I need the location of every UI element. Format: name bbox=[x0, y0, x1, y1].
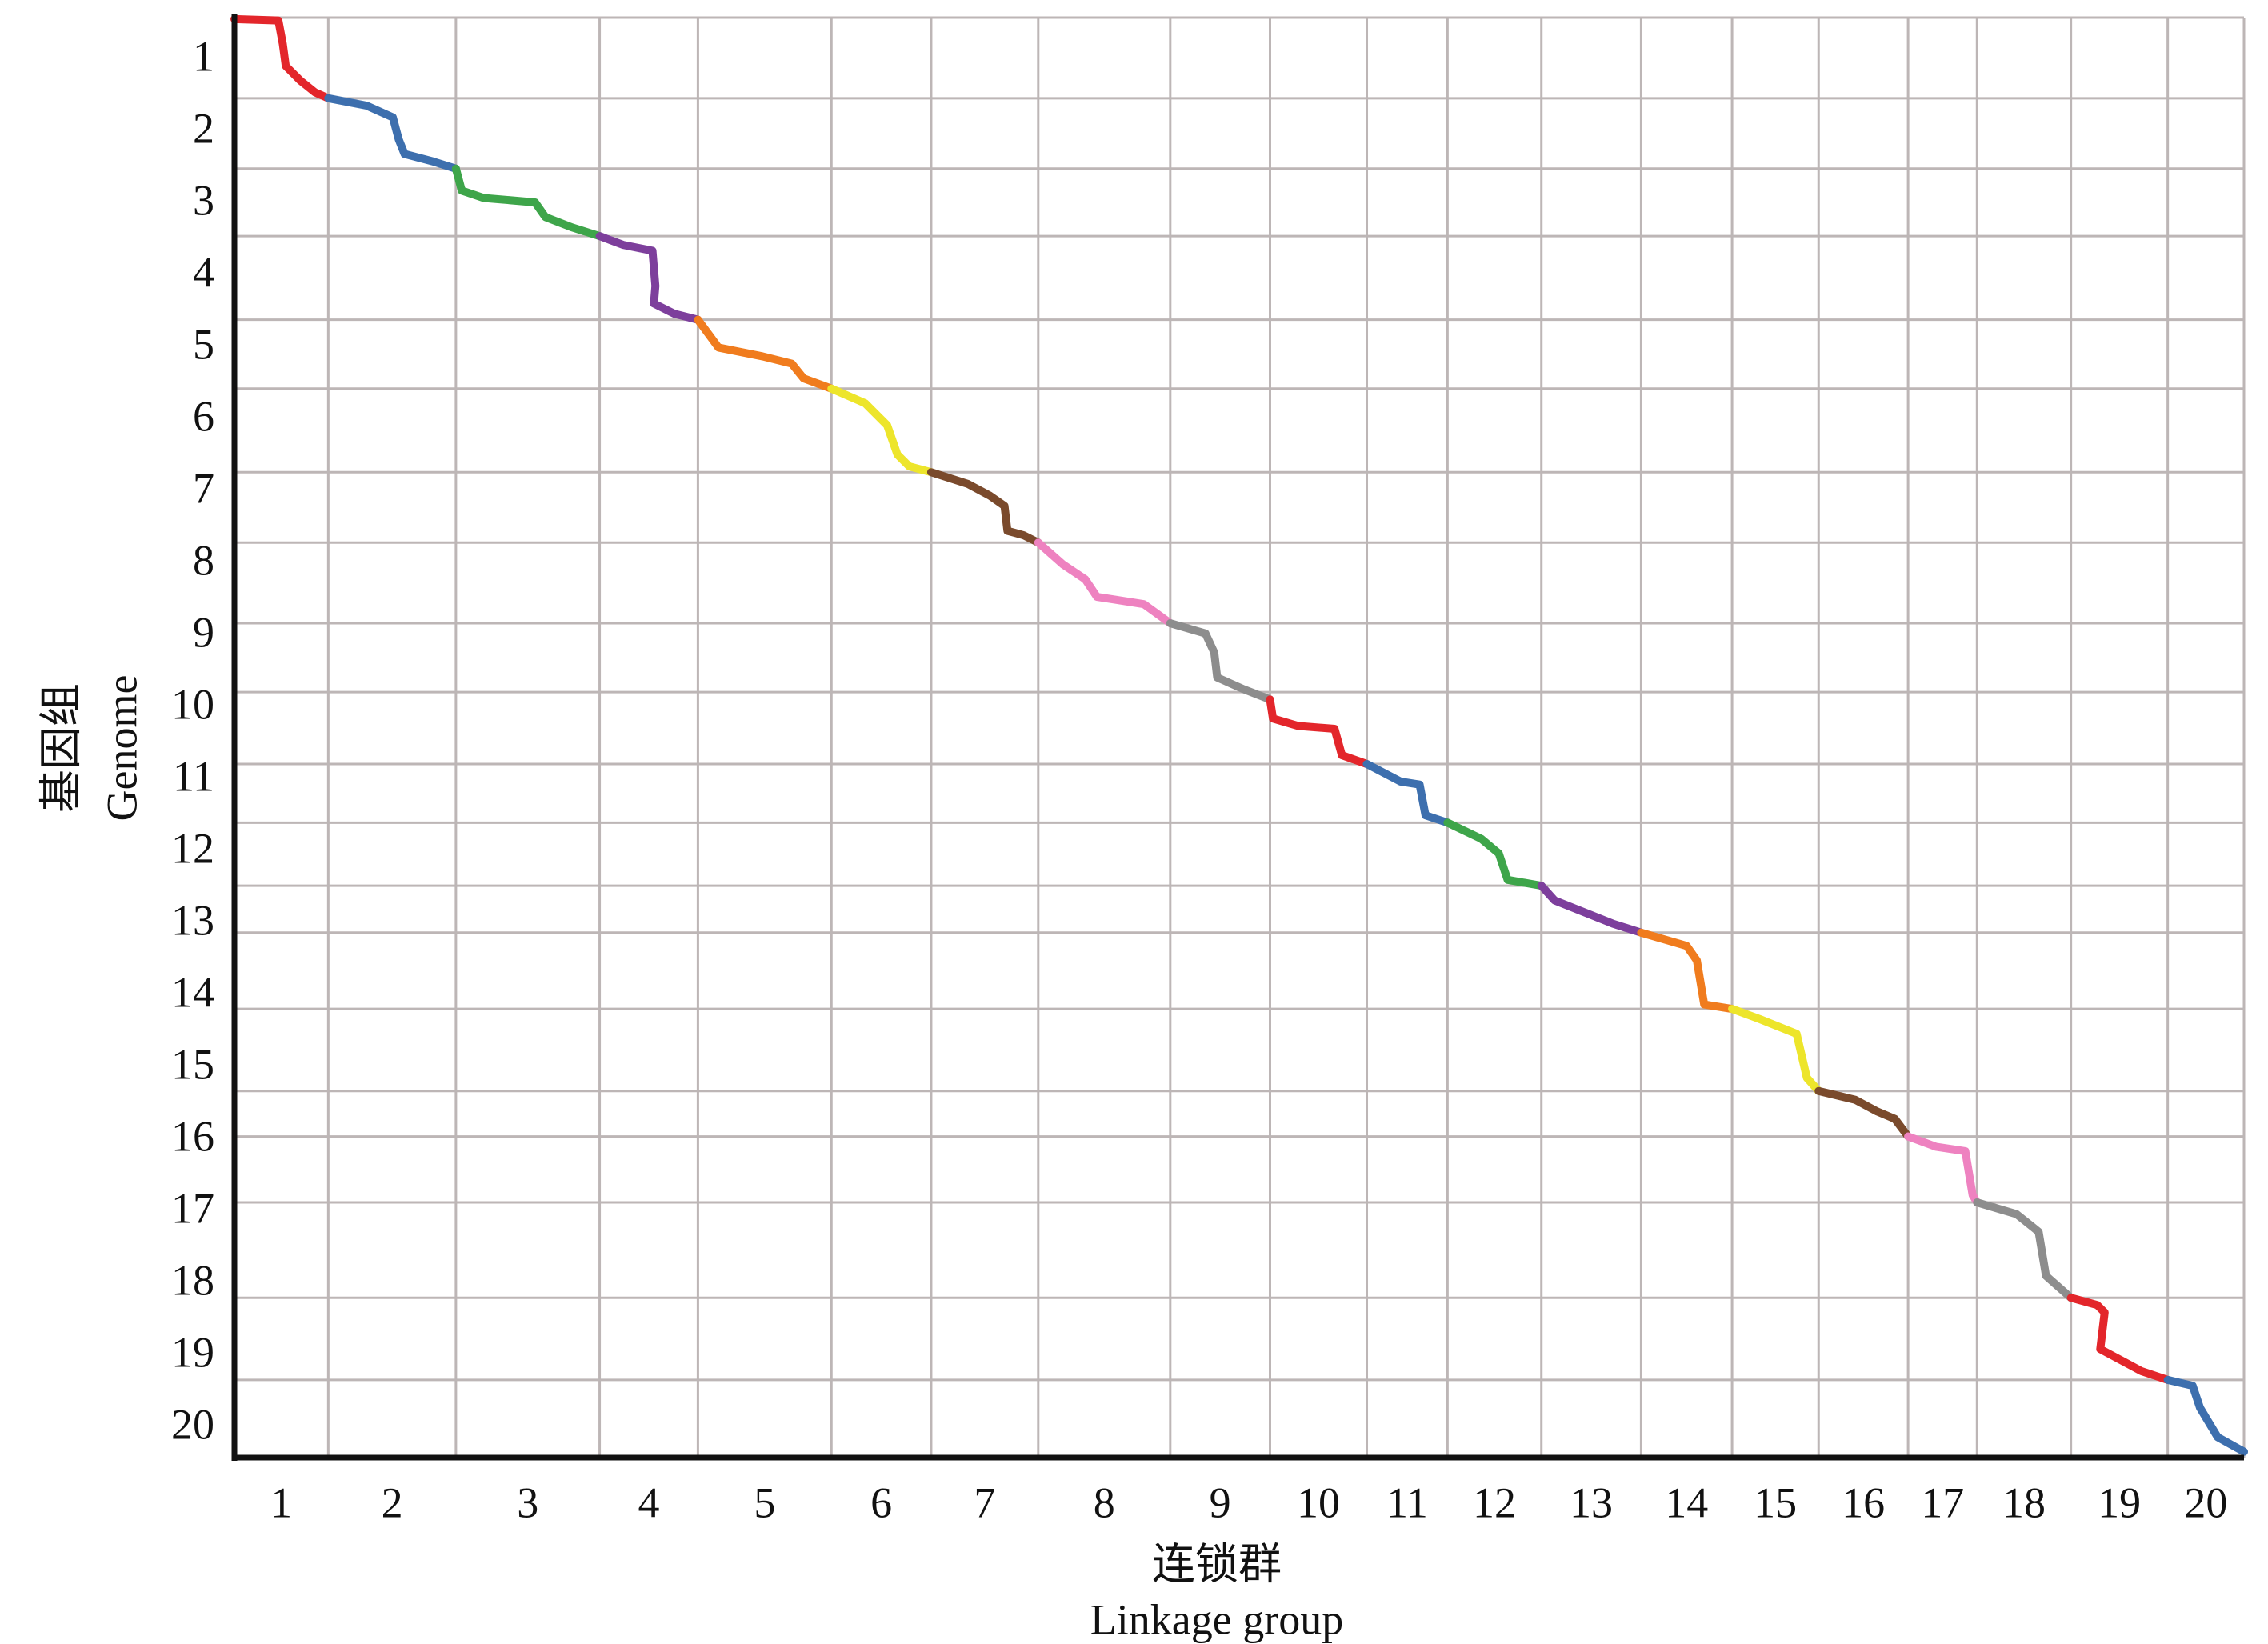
x-tick-label: 4 bbox=[638, 1478, 659, 1526]
x-tick-label: 11 bbox=[1386, 1478, 1428, 1526]
collinearity-line bbox=[1973, 1198, 2075, 1302]
y-tick-label: 20 bbox=[171, 1400, 214, 1448]
x-tick-label: 18 bbox=[2002, 1478, 2046, 1526]
x-tick-label: 6 bbox=[870, 1478, 892, 1526]
x-tick-label: 13 bbox=[1570, 1478, 1613, 1526]
y-tick-label: 10 bbox=[171, 680, 214, 728]
y-tick-label: 8 bbox=[193, 536, 214, 584]
y-axis-title-en: Genome bbox=[98, 675, 146, 822]
collinearity-line bbox=[595, 232, 702, 324]
x-tick-label: 19 bbox=[2098, 1478, 2141, 1526]
x-tick-label: 1 bbox=[270, 1478, 292, 1526]
x-tick-label: 9 bbox=[1210, 1478, 1231, 1526]
collinearity-line bbox=[2163, 1375, 2248, 1456]
y-tick-label: 5 bbox=[193, 320, 214, 368]
y-tick-label: 16 bbox=[171, 1112, 214, 1160]
collinearity-line bbox=[1728, 1005, 1823, 1095]
x-tick-label: 10 bbox=[1297, 1478, 1340, 1526]
collinearity-line bbox=[694, 315, 836, 393]
y-tick-label: 11 bbox=[173, 752, 214, 800]
x-tick-label: 14 bbox=[1665, 1478, 1708, 1526]
y-tick-label: 13 bbox=[171, 896, 214, 944]
x-tick-label: 17 bbox=[1921, 1478, 1964, 1526]
collinearity-line bbox=[1904, 1132, 1982, 1207]
y-tick-label: 12 bbox=[171, 824, 214, 872]
y-tick-label: 17 bbox=[171, 1184, 214, 1232]
y-tick-label: 15 bbox=[171, 1040, 214, 1088]
collinearity-line bbox=[827, 384, 935, 477]
collinearity-line bbox=[926, 468, 1042, 547]
collinearity-line bbox=[1362, 759, 1452, 827]
y-tick-label: 18 bbox=[171, 1256, 214, 1304]
x-tick-label: 16 bbox=[1842, 1478, 1885, 1526]
y-tick-label: 6 bbox=[193, 392, 214, 440]
y-tick-label: 9 bbox=[193, 608, 214, 656]
y-tick-label: 1 bbox=[193, 32, 214, 80]
y-tick-label: 4 bbox=[193, 248, 214, 296]
x-tick-label: 7 bbox=[974, 1478, 995, 1526]
collinearity-line bbox=[1443, 818, 1546, 890]
y-tick-label: 3 bbox=[193, 176, 214, 224]
collinearity-line bbox=[324, 94, 460, 173]
y-tick-label: 2 bbox=[193, 104, 214, 152]
collinearity-line bbox=[1537, 882, 1646, 937]
y-tick-label: 14 bbox=[171, 968, 214, 1016]
y-tick-label: 7 bbox=[193, 464, 214, 512]
x-tick-label: 15 bbox=[1754, 1478, 1797, 1526]
x-tick-label: 3 bbox=[517, 1478, 538, 1526]
x-tick-label: 2 bbox=[382, 1478, 403, 1526]
x-tick-label: 12 bbox=[1473, 1478, 1516, 1526]
collinearity-line bbox=[1266, 695, 1371, 768]
collinearity-line bbox=[451, 164, 604, 241]
x-tick-label: 5 bbox=[754, 1478, 775, 1526]
x-tick-label: 20 bbox=[2184, 1478, 2227, 1526]
collinearity-line bbox=[1166, 619, 1274, 704]
collinearity-line bbox=[1637, 928, 1737, 1014]
collinearity-line bbox=[1034, 538, 1174, 628]
collinearity-line bbox=[230, 14, 333, 102]
y-axis-title: 基因组 bbox=[37, 683, 85, 813]
collinearity-line bbox=[2066, 1294, 2172, 1384]
y-tick-label: 19 bbox=[171, 1328, 214, 1376]
collinearity-line bbox=[1814, 1086, 1913, 1141]
x-axis-title: 连锁群 bbox=[1152, 1540, 1282, 1588]
x-axis-title-en: Linkage group bbox=[1090, 1595, 1343, 1643]
x-tick-label: 8 bbox=[1094, 1478, 1115, 1526]
